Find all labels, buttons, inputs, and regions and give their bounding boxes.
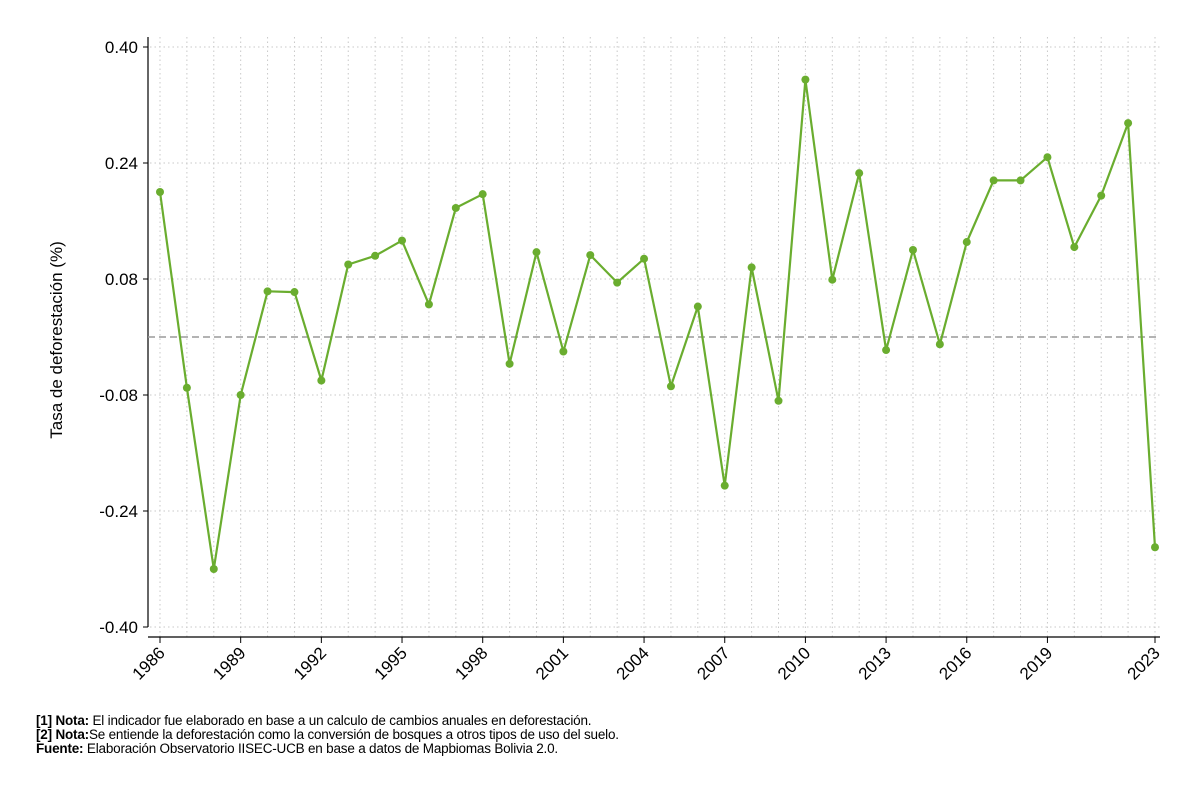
y-tick-label: -0.24 (99, 502, 138, 521)
data-point (317, 376, 326, 385)
data-point (451, 203, 460, 212)
x-tick-label: 1989 (209, 643, 249, 683)
x-tick-label: 1986 (129, 643, 169, 683)
data-point (908, 246, 917, 254)
y-tick-label: 0.08 (105, 270, 138, 289)
data-point (828, 275, 837, 284)
x-tick-label: 1992 (290, 643, 330, 683)
data-point (371, 251, 380, 260)
data-point (613, 278, 622, 287)
data-point (1097, 191, 1106, 200)
data-point (586, 251, 595, 260)
line-chart: 0.40 0.24 0.08 -0.08 -0.24 -0.40 1986 1989 1992 1… (47, 37, 1164, 684)
source-label: Fuente: (36, 741, 84, 756)
series-line (158, 78, 1157, 571)
source-text: Elaboración Observatorio IISEC-UCB en ba… (83, 741, 558, 756)
data-point (666, 382, 675, 391)
data-point (989, 176, 998, 185)
data-point (156, 188, 164, 196)
note-1-label: [1] Nota: (36, 713, 89, 728)
axes (147, 37, 1160, 638)
data-point (263, 287, 272, 296)
source-note: Fuente: Elaboración Observatorio IISEC-U… (36, 742, 619, 756)
x-tick-label: 2007 (693, 643, 733, 683)
data-point (640, 254, 649, 263)
y-axis-label: Tasa de deforestación (%) (47, 241, 66, 439)
x-tick-label: 2004 (613, 643, 653, 683)
x-tick-label: 1995 (371, 643, 411, 683)
data-point (882, 346, 891, 355)
data-point (532, 248, 541, 257)
x-tick-label: 2010 (774, 643, 814, 683)
chart-notes: [1] Nota: El indicador fue elaborado en … (36, 714, 619, 756)
data-point (478, 190, 487, 199)
note-2-text: Se entiende la deforestación como la con… (88, 727, 619, 742)
data-point (559, 347, 568, 356)
data-point (693, 302, 702, 311)
x-tick-label: 2013 (855, 643, 895, 683)
data-point (1043, 153, 1052, 162)
grid (150, 37, 1160, 637)
data-point (935, 340, 944, 349)
data-point (505, 359, 514, 368)
note-1-text: El indicador fue elaborado en base a un … (88, 713, 592, 728)
note-1: [1] Nota: El indicador fue elaborado en … (36, 714, 619, 728)
y-tick-label: 0.24 (105, 154, 138, 173)
y-tick-label: 0.40 (105, 38, 138, 57)
note-2: [2] Nota:Se entiende la deforestación co… (36, 728, 619, 742)
data-point (962, 238, 971, 247)
ticks: 0.40 0.24 0.08 -0.08 -0.24 -0.40 1986 1989 1992 1… (99, 38, 1164, 684)
series-group (156, 75, 1159, 573)
data-point (344, 260, 353, 269)
data-point (1151, 543, 1159, 552)
data-point (398, 236, 407, 245)
x-tick-label: 2016 (935, 643, 975, 683)
data-point (1124, 119, 1133, 128)
note-2-label: [2] Nota: (36, 727, 89, 742)
data-point (855, 169, 864, 178)
data-point (1070, 243, 1079, 252)
data-point (209, 565, 218, 573)
data-point (236, 391, 245, 399)
y-tick-label: -0.40 (99, 618, 138, 637)
data-point (747, 263, 756, 272)
x-tick-label: 2019 (1016, 643, 1056, 683)
x-tick-label: 2001 (532, 643, 572, 683)
data-point (424, 300, 433, 309)
x-tick-label: 1998 (451, 643, 491, 683)
x-tick-label: 2023 (1124, 643, 1164, 683)
y-tick-label: -0.08 (99, 386, 138, 405)
data-point (182, 383, 191, 392)
data-point (801, 75, 810, 84)
data-point (774, 396, 783, 405)
data-point (1016, 176, 1025, 185)
data-point (290, 288, 299, 297)
data-point (720, 481, 729, 490)
